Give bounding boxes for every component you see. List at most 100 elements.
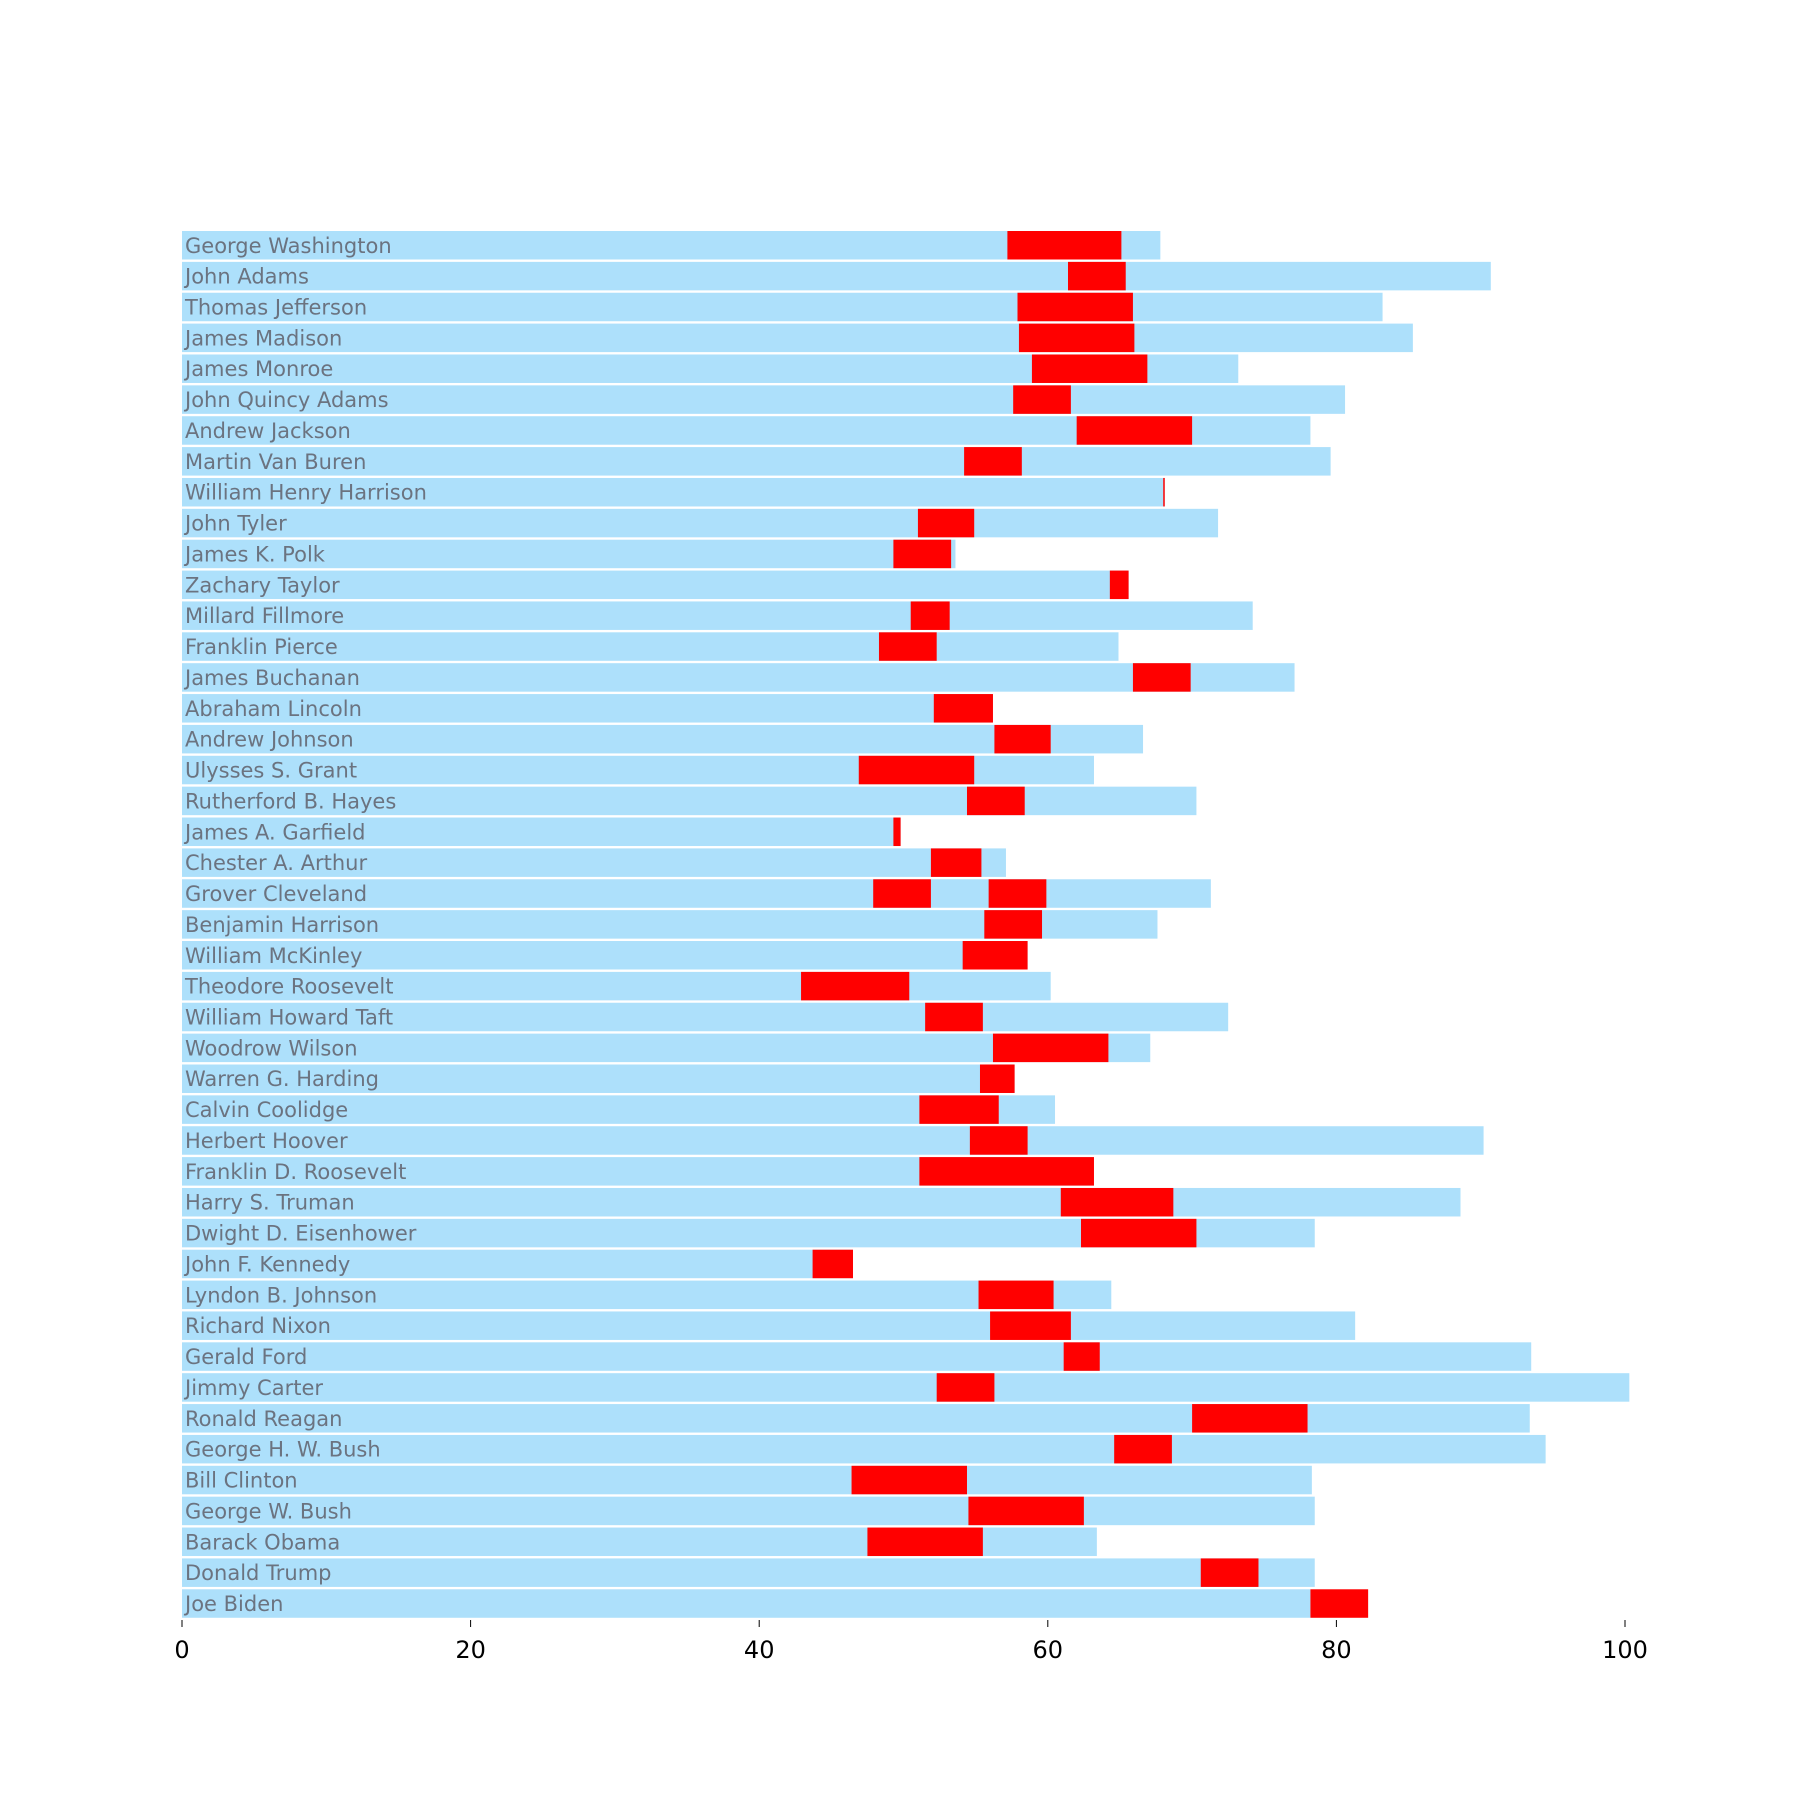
lifespan-bar [182,1311,1356,1340]
presidency-bar [962,941,1028,970]
president-name-label: Gerald Ford [185,1345,307,1369]
x-tick-label: 0 [174,1636,189,1664]
presidency-bar [1114,1434,1172,1464]
president-name-label: Ulysses S. Grant [185,759,357,783]
lifespan-bar [182,292,1383,322]
presidency-bar [992,1033,1109,1063]
lifespan-bar [182,1342,1532,1371]
presidency-bar [801,971,910,1001]
lifespan-bar [182,570,1129,600]
president-name-label: Lyndon B. Johnson [185,1283,377,1307]
presidency-bar [919,1095,999,1124]
presidency-bar [933,694,993,723]
lifespan-bar [182,1002,1229,1032]
lifespan-bar [182,1373,1630,1402]
presidency-bar [1063,1342,1100,1371]
president-name-label: James Madison [183,326,342,350]
president-name-label: Chester A. Arthur [185,851,367,875]
lifespan-bar [182,1465,1312,1495]
presidency-bar [1310,1589,1369,1618]
president-name-label: Andrew Johnson [185,728,354,752]
presidency-bar [964,447,1022,476]
president-name-label: Donald Trump [185,1561,332,1585]
president-name-label: William Howard Taft [185,1006,393,1030]
presidency-bar [1192,1404,1308,1433]
x-axis: 0 20 40 60 80 100 [174,1620,1648,1664]
presidency-bar [851,1465,967,1495]
x-tick-label: 20 [455,1636,486,1664]
lifespan-bar [182,539,956,569]
president-name-label: Ronald Reagan [185,1407,342,1431]
lifespan-bar [182,1558,1315,1587]
presidency-bar [1031,354,1148,383]
president-name-label: Benjamin Harrison [185,913,379,937]
lifespan-bar [182,261,1491,291]
lifespan-bar [182,1064,1015,1093]
presidency-bar [893,539,952,569]
lifespan-bar [182,323,1413,353]
presidency-bar [867,1527,983,1557]
presidency-bar [1132,663,1191,692]
x-tick-label: 100 [1602,1636,1648,1664]
presidency-bar [1163,477,1165,507]
president-name-label: Zachary Taylor [185,573,340,597]
president-name-label: Herbert Hoover [185,1129,348,1153]
lifespan-bar [182,663,1295,692]
presidency-bar [812,1249,853,1279]
lifespan-bar [182,632,1119,661]
president-name-label: Jimmy Carter [183,1376,323,1400]
lifespan-bar [182,1095,1056,1124]
president-name-label: Abraham Lincoln [185,697,362,721]
lifespan-bar [182,1187,1461,1217]
president-name-label: John Tyler [183,512,287,536]
x-tick-label: 80 [1321,1636,1352,1664]
presidency-bar [1200,1558,1259,1587]
lifespan-bar [182,817,901,847]
president-name-label: Franklin Pierce [185,635,338,659]
president-name-label: John F. Kennedy [183,1252,350,1276]
lifespan-bar [182,1496,1315,1526]
x-tick-label: 40 [744,1636,775,1664]
x-tick-label: 60 [1033,1636,1064,1664]
lifespan-bar [182,477,1165,507]
presidency-bar [910,601,950,630]
lifespan-bar [182,1404,1530,1433]
presidency-bar [1068,261,1126,291]
lifespan-bar [182,1249,853,1279]
presidency-bar [925,1002,983,1032]
president-name-label: Barack Obama [185,1530,340,1554]
president-name-label: Dwight D. Eisenhower [185,1222,417,1246]
lifespan-bar [182,1126,1484,1155]
president-name-label: Woodrow Wilson [185,1036,358,1060]
president-name-label: George W. Bush [185,1499,352,1523]
lifespan-bar [182,1589,1311,1618]
presidency-bar [969,1126,1028,1155]
president-name-label: James Buchanan [183,666,360,690]
lifespan-bar [182,231,1161,260]
lifespan-bar [182,941,1028,970]
president-name-label: James Monroe [183,357,333,381]
lifespan-bar [182,786,1197,816]
presidency-bar [893,817,901,847]
president-name-label: Theodore Roosevelt [184,975,393,999]
president-name-label: George H. W. Bush [185,1438,381,1462]
president-name-label: Franklin D. Roosevelt [185,1160,406,1184]
presidency-bar [994,724,1051,754]
president-name-label: George Washington [185,234,392,258]
presidency-bar [978,1280,1054,1310]
president-name-label: James K. Polk [183,542,326,566]
presidency-bar [1018,323,1135,353]
president-name-label: Harry S. Truman [185,1191,355,1215]
presidency-bar [878,632,937,661]
president-name-label: Andrew Jackson [185,419,351,443]
lifespan-bar [182,601,1253,630]
lifespan-bar [182,1280,1112,1310]
president-name-label: Joe Biden [183,1592,283,1616]
presidency-bar [936,1373,995,1402]
presidency-bar [1013,385,1071,414]
president-name-label: Martin Van Buren [185,450,366,474]
lifespan-bar [182,694,993,723]
president-name-label: Thomas Jefferson [184,295,367,319]
